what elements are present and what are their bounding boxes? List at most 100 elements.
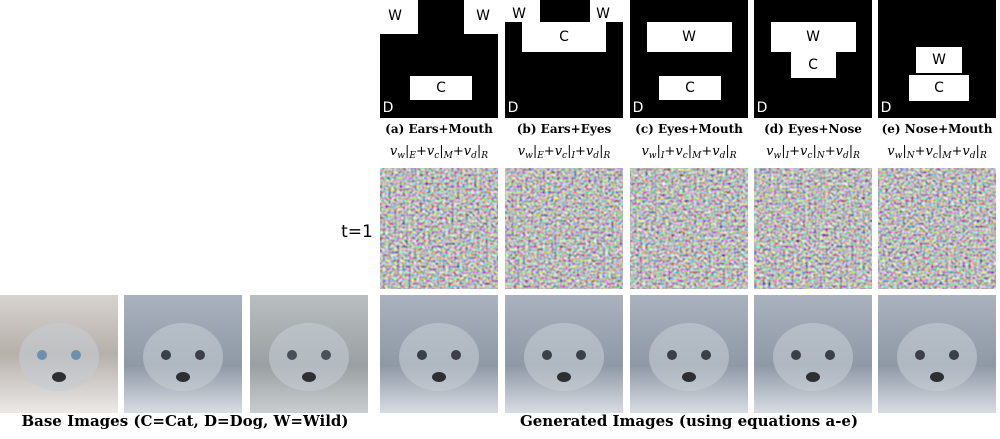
mask-label: C	[559, 29, 569, 45]
generated-image-eye	[542, 350, 552, 360]
equation: vw|E+vc|I+vd|R	[518, 144, 611, 161]
equation-part: c	[562, 151, 567, 161]
equation-part: |	[688, 144, 692, 159]
mask-label: D	[383, 100, 394, 116]
equation-part: +v	[952, 144, 971, 159]
equation-part: I	[570, 151, 575, 161]
mask-label: D	[757, 100, 768, 116]
mask-region	[909, 75, 969, 101]
equation-part: d	[471, 151, 477, 161]
generated-image-nose	[682, 372, 696, 382]
panel-caption: (b) Ears+Eyes	[517, 122, 612, 136]
generated-image-nose	[930, 372, 944, 382]
generated-image-eye	[417, 350, 427, 360]
equation-part: +v	[664, 144, 683, 159]
panel-caption: (c) Eyes+Mouth	[635, 122, 743, 136]
equation-part: N	[906, 151, 916, 161]
equation-part: M	[691, 151, 702, 161]
mask-region	[410, 76, 472, 100]
equation-part: d	[970, 151, 976, 161]
equation-part: w	[895, 151, 903, 161]
equation-part: |	[657, 144, 661, 159]
equation-part: v	[641, 144, 649, 159]
equation-part: +v	[453, 144, 472, 159]
mask-region	[916, 47, 962, 73]
equation-part: |	[725, 144, 729, 159]
noise-image	[754, 168, 872, 289]
mask-label: D	[633, 100, 644, 116]
generated-image-eye	[451, 350, 461, 360]
equation-part: R	[979, 151, 987, 161]
dog-image-face	[143, 323, 223, 391]
equation-part: M	[941, 151, 952, 161]
equation-part: |	[533, 144, 537, 159]
noise-image	[505, 168, 623, 289]
generated-image-eye	[701, 350, 711, 360]
mask-region	[590, 0, 623, 22]
mask-region	[522, 22, 606, 52]
equation-part: |	[439, 144, 443, 159]
generated-caption: Generated Images (using equations a-e)	[520, 412, 858, 430]
equation: vw|N+vc|M+vd|R	[887, 144, 987, 161]
mask-region	[659, 76, 721, 100]
equation-part: +v	[789, 144, 808, 159]
equation-part: R	[729, 151, 737, 161]
mask-label: W	[388, 8, 402, 24]
mask-label: C	[685, 80, 695, 96]
equation-part: +v	[915, 144, 934, 159]
generated-image-nose	[806, 372, 820, 382]
equation-part: |	[849, 144, 853, 159]
generated-image-face	[897, 323, 977, 391]
wild-image-face	[269, 323, 349, 391]
generated-image-eye	[576, 350, 586, 360]
equation-part: I	[785, 151, 790, 161]
equation-part: M	[443, 151, 454, 161]
mask-label: D	[881, 100, 892, 116]
equation-part: +v	[701, 144, 720, 159]
noise-image	[380, 168, 498, 289]
mask-region	[771, 22, 856, 52]
equation-part: |	[477, 144, 481, 159]
mask-label: C	[808, 57, 818, 73]
generated-image-nose	[557, 372, 571, 382]
equation-part: +v	[544, 144, 563, 159]
equation-part: |	[567, 144, 571, 159]
equation-part: v	[766, 144, 774, 159]
mask-region	[647, 22, 732, 52]
equation-part: |	[781, 144, 785, 159]
equation-part: |	[599, 144, 603, 159]
cat-image-eye	[37, 350, 47, 360]
equation-part: c	[933, 151, 938, 161]
mask-region	[380, 0, 418, 34]
mask-region	[791, 52, 836, 78]
panel-caption: (a) Ears+Mouth	[385, 122, 493, 136]
equation-part: c	[434, 151, 439, 161]
equation-part: R	[852, 151, 860, 161]
generated-image-eye	[825, 350, 835, 360]
equation-part: E	[536, 151, 544, 161]
equation-part: w	[525, 151, 533, 161]
equation-part: N	[816, 151, 826, 161]
equation-part: |	[812, 144, 816, 159]
mask-label: W	[932, 52, 946, 68]
equation-part: v	[518, 144, 526, 159]
equation-part: w	[649, 151, 657, 161]
generated-image-eye	[791, 350, 801, 360]
noise-image	[878, 168, 996, 289]
generated-image-eye	[667, 350, 677, 360]
equation-part: |	[405, 144, 409, 159]
mask-label: W	[596, 6, 610, 22]
panel-caption: (e) Nose+Mouth	[882, 122, 993, 136]
mask-label: C	[436, 80, 446, 96]
equation-part: w	[773, 151, 781, 161]
mask-label: D	[508, 100, 519, 116]
noise-image	[630, 168, 748, 289]
dog-image-nose	[176, 372, 190, 382]
generated-image-face	[524, 323, 604, 391]
equation-part: +v	[825, 144, 844, 159]
equation-part: R	[480, 151, 488, 161]
equation-part: c	[683, 151, 688, 161]
cat-image-eye	[71, 350, 81, 360]
panel-caption: (d) Eyes+Nose	[764, 122, 862, 136]
